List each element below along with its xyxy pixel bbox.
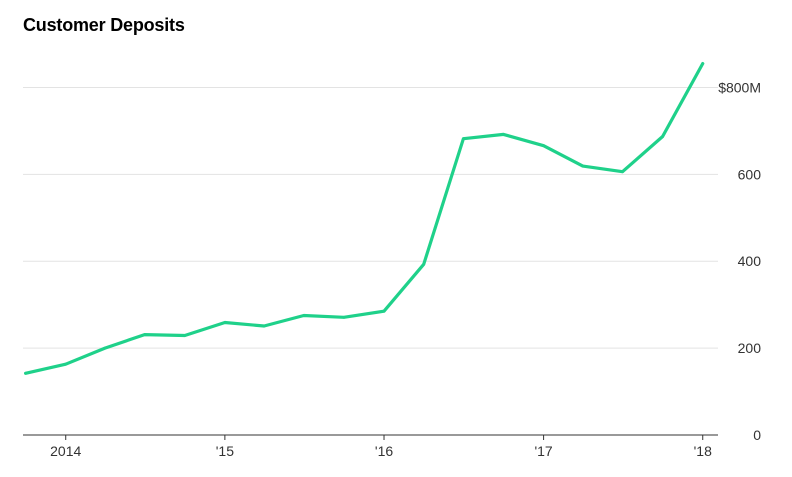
data-point (621, 170, 624, 174)
data-point (143, 333, 147, 337)
x-tick-label: 2014 (50, 443, 81, 459)
data-point (24, 371, 28, 375)
data-point (542, 144, 545, 148)
x-axis (23, 434, 718, 440)
data-point (701, 62, 705, 65)
y-tick-label: $800M (718, 79, 761, 95)
series-line (24, 61, 705, 375)
x-tick-label: '15 (216, 443, 234, 459)
data-point (103, 346, 107, 350)
x-axis-labels: 2014 '15 '16 '17 '18 (50, 443, 712, 459)
y-tick-label: 0 (753, 427, 761, 443)
x-tick-label: '17 (534, 443, 552, 459)
data-point (262, 324, 266, 328)
data-point (661, 135, 665, 138)
y-tick-label: 600 (738, 166, 762, 182)
data-point (382, 309, 386, 313)
x-tick-label: '18 (694, 443, 712, 459)
data-point (223, 321, 227, 324)
y-tick-label: 400 (738, 253, 762, 269)
data-point (302, 314, 306, 317)
data-point (183, 334, 187, 337)
data-point (502, 132, 505, 136)
data-point (422, 262, 426, 266)
x-tick-label: '16 (375, 443, 393, 459)
data-point (581, 164, 585, 168)
y-tick-label: 200 (738, 340, 762, 356)
gridlines (23, 86, 718, 349)
data-point (342, 315, 346, 319)
data-point (461, 137, 465, 141)
data-point (64, 362, 68, 366)
y-axis-labels: $800M 600 400 200 0 (718, 79, 761, 443)
series-layer (24, 61, 705, 375)
chart-title: Customer Deposits (23, 15, 185, 35)
